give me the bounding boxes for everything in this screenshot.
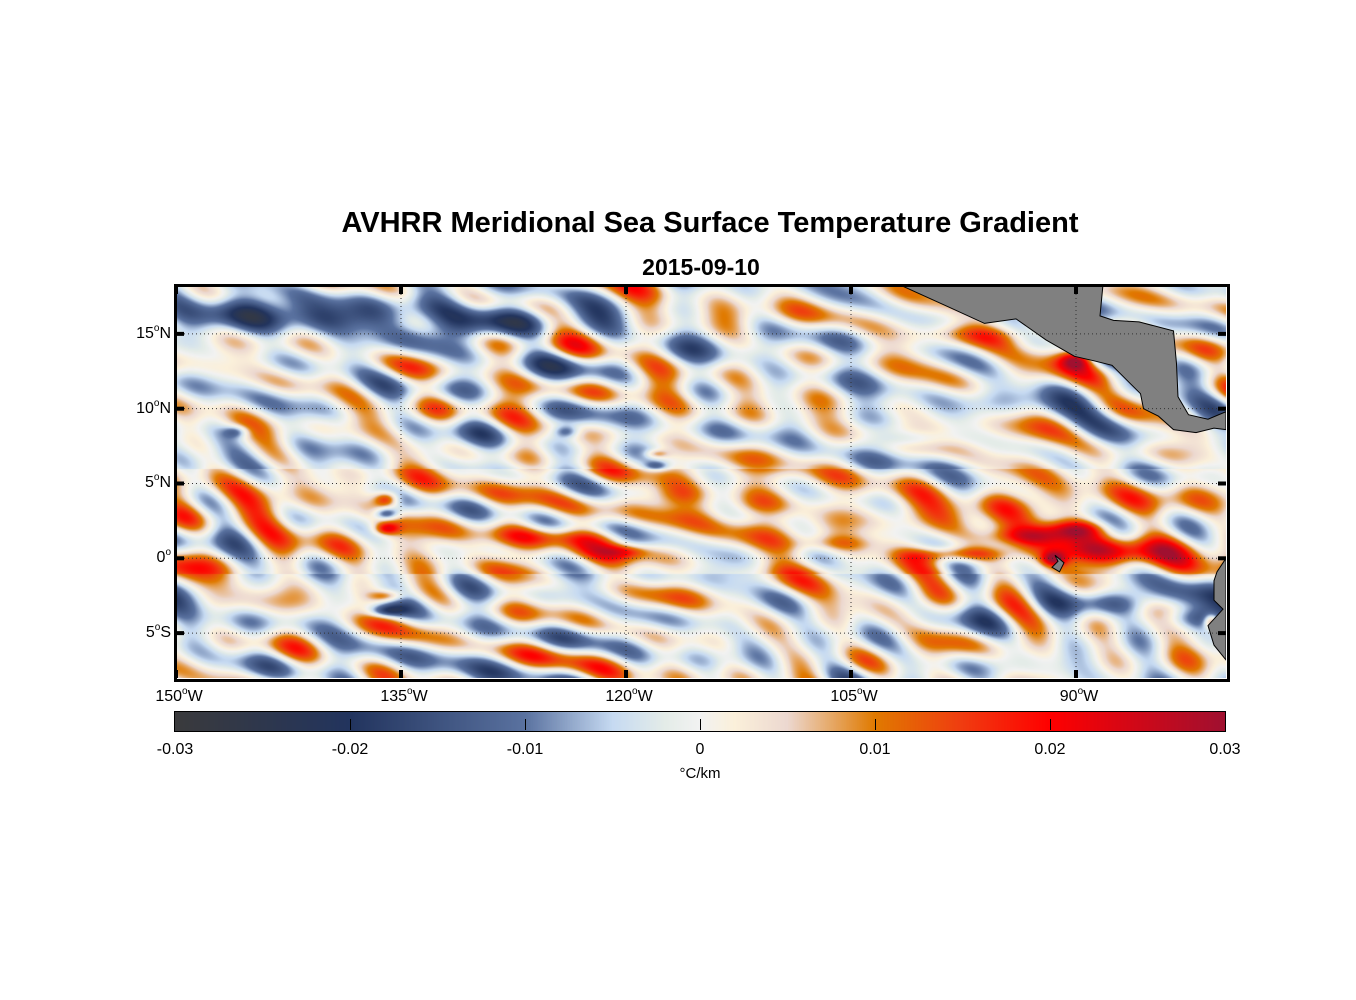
central-america-land xyxy=(901,286,1226,434)
colorbar-label: °C/km xyxy=(679,765,721,782)
south-america-land xyxy=(1207,557,1226,661)
sst-gradient-map xyxy=(176,286,1226,678)
chart-subtitle: 2015-09-10 xyxy=(642,254,760,280)
map-overlay xyxy=(176,286,1226,678)
colorbar-tick-label: 0 xyxy=(695,741,705,758)
colorbar-tick-mark xyxy=(525,719,526,730)
y-tick-label: 5oN xyxy=(144,472,171,492)
galapagos-land xyxy=(1051,554,1065,573)
y-tick-label: 0o xyxy=(156,547,171,567)
colorbar-tick-label: 0.01 xyxy=(859,741,891,758)
colorbar-tick-mark xyxy=(1050,719,1051,730)
y-tick-label: 15oN xyxy=(136,322,171,342)
colorbar-tick-mark xyxy=(875,719,876,730)
colorbar-tick-mark xyxy=(700,719,701,730)
colorbar-tick-label: -0.01 xyxy=(506,741,544,758)
colorbar-tick-label: -0.02 xyxy=(331,741,369,758)
x-tick-label: 90oW xyxy=(1059,686,1099,705)
x-tick-label: 105oW xyxy=(830,686,878,705)
colorbar-tick-mark xyxy=(350,719,351,730)
x-tick-label: 150oW xyxy=(155,686,203,705)
chart-title: AVHRR Meridional Sea Surface Temperature… xyxy=(341,207,1079,239)
y-tick-label: 5oS xyxy=(145,622,171,642)
colorbar-tick-label: 0.02 xyxy=(1034,741,1066,758)
x-tick-label: 120oW xyxy=(605,686,653,705)
colorbar-tick-label: 0.03 xyxy=(1209,741,1241,758)
x-tick-label: 135oW xyxy=(380,686,428,705)
y-tick-label: 10oN xyxy=(136,397,171,417)
colorbar-tick-label: -0.03 xyxy=(156,741,194,758)
